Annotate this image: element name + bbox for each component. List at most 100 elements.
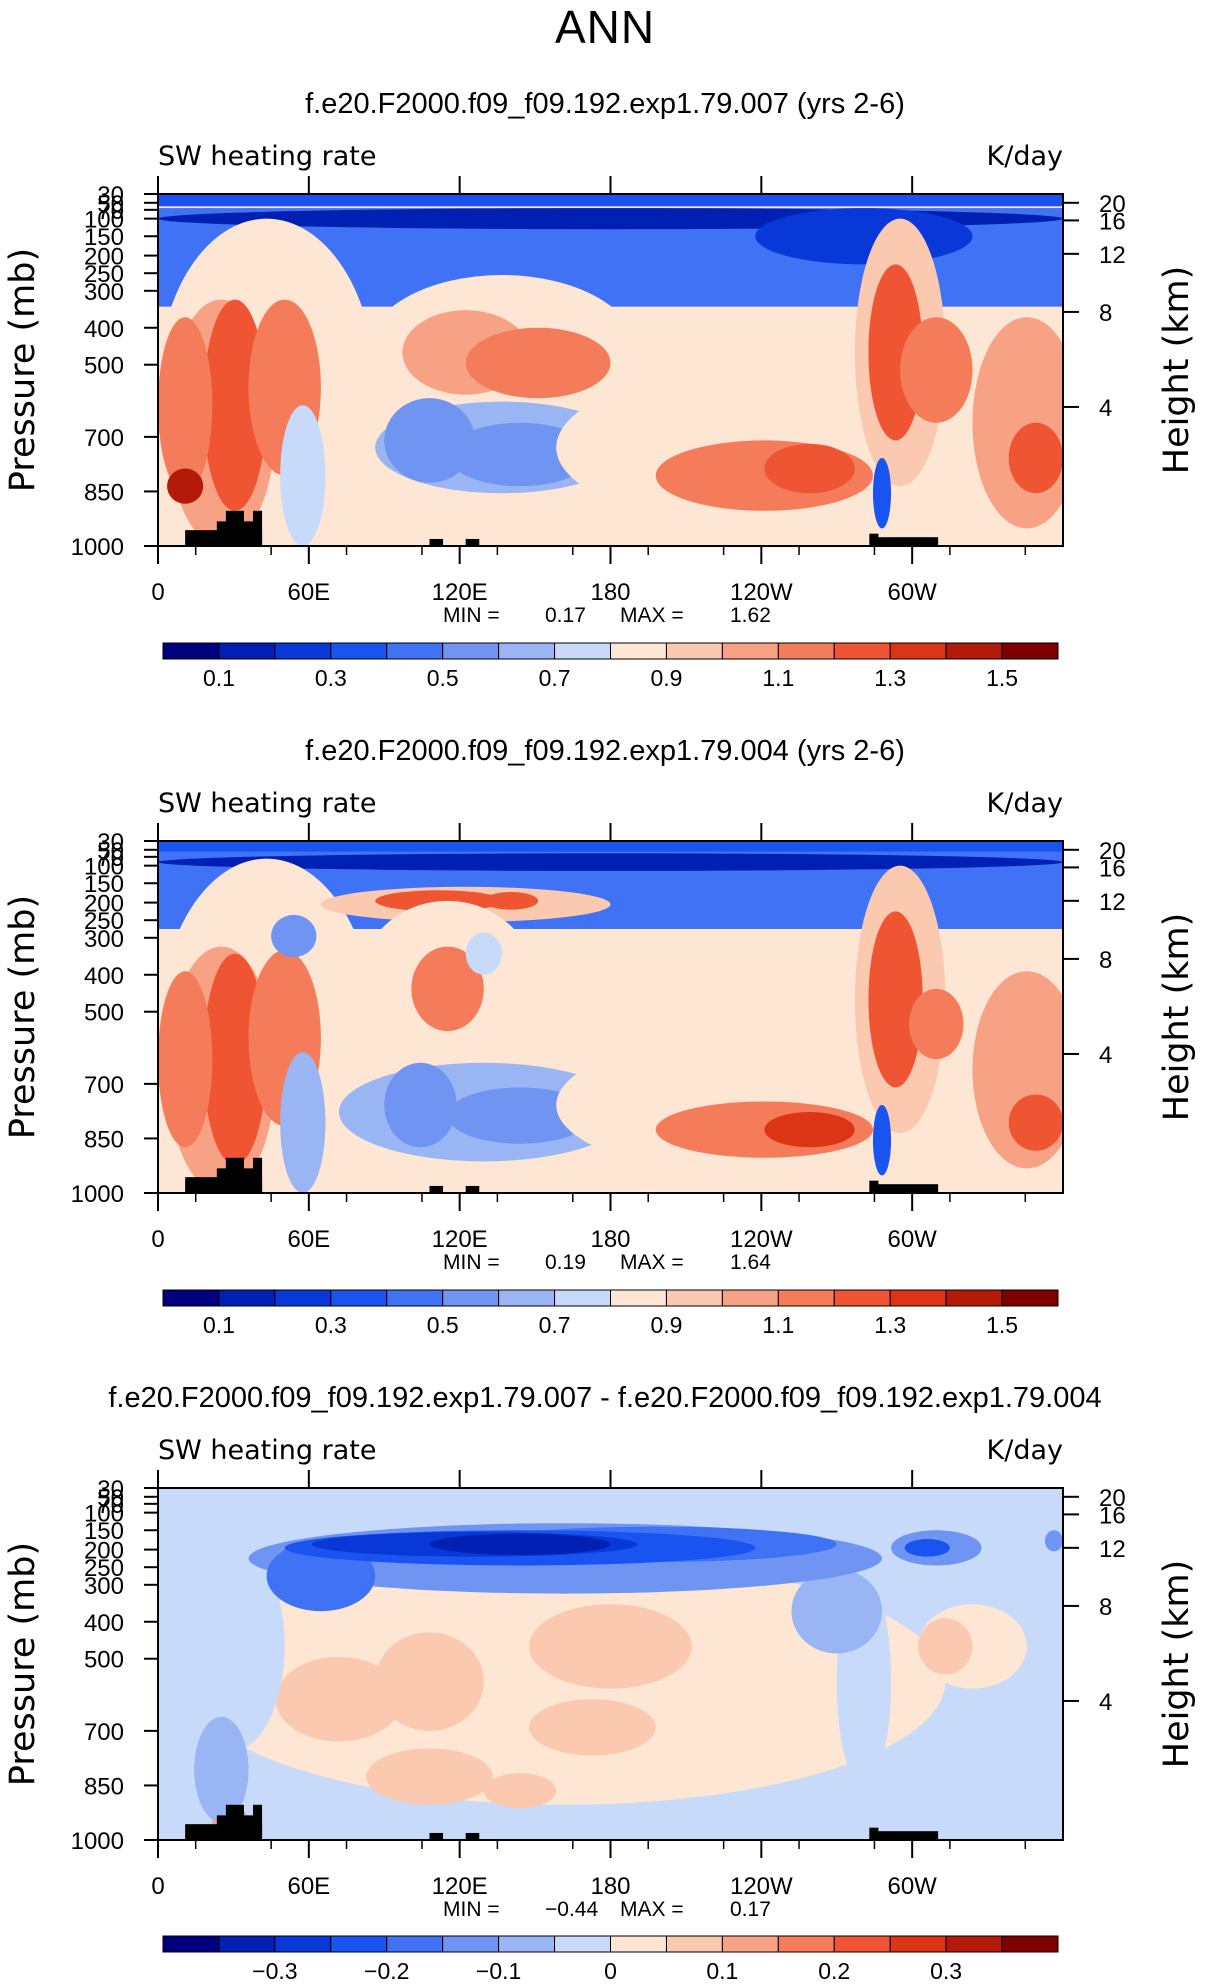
y2-tick-label-8: 8	[1099, 1594, 1112, 1621]
upper-band	[158, 1488, 1063, 1501]
colorbar-label-3: 0.7	[539, 1312, 571, 1338]
y-tick-label-30: 30	[97, 1476, 124, 1503]
contour-region-0	[185, 1558, 946, 1805]
contour-region-19	[429, 1533, 611, 1555]
y-tick-label-200: 200	[84, 1538, 124, 1565]
topography-6	[869, 1827, 879, 1840]
colorbar-swatch-7	[554, 1289, 611, 1307]
contour-region-24	[872, 458, 892, 529]
y-tick-label-150: 150	[84, 224, 124, 251]
y2-axis-label: Height (km)	[1157, 266, 1197, 475]
colorbar: 0.1 0.3 0.5 0.7 0.9 1.1 1.3 1.5	[162, 642, 1059, 691]
colorbar-swatch-13	[889, 1289, 947, 1307]
colorbar-label-0: 0.1	[203, 1312, 235, 1338]
upper-band	[158, 194, 1063, 207]
min-label: MIN =	[443, 1898, 500, 1921]
contour-region-13	[791, 1568, 882, 1654]
y-tick-label-200: 200	[84, 891, 124, 918]
x-tick-label-120E: 120E	[432, 1226, 488, 1253]
topography-5	[465, 1185, 480, 1193]
x-tick-label-120W: 120W	[730, 1226, 793, 1253]
contour-region-16	[447, 1087, 593, 1144]
topography-2	[225, 1804, 244, 1840]
contour-field	[158, 841, 1063, 1193]
contour-region-14	[447, 422, 593, 487]
x-tick-label-60W: 60W	[887, 579, 937, 606]
y2-tick-label-4: 4	[1099, 395, 1112, 422]
y-tick-label-500: 500	[84, 1000, 124, 1027]
contour-region-8	[366, 1748, 493, 1805]
y2-tick-label-4: 4	[1099, 1042, 1112, 1069]
y2-tick-label-20: 20	[1099, 838, 1126, 865]
y-tick-label-850: 850	[84, 1773, 124, 1800]
x-tick-label-120E: 120E	[432, 1873, 488, 1900]
x-tick-label-60E: 60E	[287, 1226, 330, 1253]
y-tick-label-400: 400	[84, 963, 124, 990]
colorbar-swatch-4	[386, 1935, 444, 1953]
chart-units: K/day	[987, 141, 1063, 172]
min-label: MIN =	[443, 604, 500, 627]
colorbar-label-2: 0.5	[427, 1312, 459, 1338]
y-tick-label-150: 150	[84, 871, 124, 898]
y-tick-label-400: 400	[84, 316, 124, 343]
colorbar-swatch-11	[777, 1289, 835, 1307]
colorbar-swatch-14	[945, 1935, 1003, 1953]
chart-title: f.e20.F2000.f09_f09.192.exp1.79.007 (yrs…	[305, 88, 905, 120]
contour-region-4	[529, 1699, 656, 1756]
colorbar-swatch-12	[833, 1935, 891, 1953]
colorbar-swatch-14	[945, 642, 1003, 660]
colorbar-label-6: 1.3	[874, 665, 906, 691]
colorbar-label-5: 1.1	[762, 665, 794, 691]
contour-region-10	[176, 1540, 285, 1752]
x-tick-label-120W: 120W	[730, 1873, 793, 1900]
y-tick-label-500: 500	[84, 353, 124, 380]
colorbar-label-6: 1.3	[874, 1312, 906, 1338]
chart-panel-1: f.e20.F2000.f09_f09.192.exp1.79.007 (yrs…	[3, 88, 1197, 691]
y-tick-label-100: 100	[84, 1501, 124, 1528]
colorbar-swatch-3	[330, 1289, 388, 1307]
contour-region-5	[203, 299, 267, 511]
y2-tick-label-16: 16	[1099, 208, 1126, 235]
contour-region-1	[275, 1656, 403, 1742]
chart-units: K/day	[987, 1435, 1063, 1466]
contour-region-23	[909, 988, 964, 1060]
y-tick-label-150: 150	[84, 1518, 124, 1545]
y-tick-label-30: 30	[97, 182, 124, 209]
y-tick-label-100: 100	[84, 207, 124, 234]
contour-region-23	[1008, 422, 1063, 494]
chart-subtitle-left: SW heating rate	[158, 788, 376, 819]
colorbar-swatch-15	[1001, 1935, 1059, 1953]
topography-6	[869, 1180, 879, 1193]
y-tick-label-850: 850	[84, 479, 124, 506]
y-tick-label-70: 70	[97, 1492, 124, 1519]
contour-field	[158, 194, 1063, 546]
colorbar-swatch-2	[274, 1289, 332, 1307]
colorbar-swatch-3	[330, 642, 388, 660]
x-tick-label-120E: 120E	[432, 579, 488, 606]
colorbar-label-5: 1.1	[762, 1312, 794, 1338]
contour-region-13	[411, 946, 484, 1032]
y-tick-label-1000: 1000	[71, 1181, 124, 1208]
colorbar-label-0: −0.3	[252, 1958, 297, 1984]
contour-region-17	[384, 1062, 457, 1148]
contour-region-21	[904, 1539, 950, 1557]
x-tick-label-180: 180	[590, 1226, 630, 1253]
chart-title: f.e20.F2000.f09_f09.192.exp1.79.007 - f.…	[108, 1382, 1101, 1414]
max-label: MAX =	[620, 1898, 684, 1921]
colorbar-label-4: 0.9	[650, 1312, 682, 1338]
colorbar-swatch-10	[721, 1935, 779, 1953]
colorbar-swatch-4	[386, 1289, 444, 1307]
colorbar-swatch-1	[218, 1289, 276, 1307]
y-tick-label-700: 700	[84, 1072, 124, 1099]
x-tick-label-60E: 60E	[287, 1873, 330, 1900]
colorbar-label-1: 0.3	[315, 1312, 347, 1338]
colorbar-label-0: 0.1	[203, 665, 235, 691]
y-tick-label-700: 700	[84, 1719, 124, 1746]
y-tick-label-1000: 1000	[71, 534, 124, 561]
colorbar-label-2: 0.5	[427, 665, 459, 691]
colorbar-swatch-8	[610, 642, 667, 660]
y-tick-label-50: 50	[97, 191, 124, 218]
colorbar-swatch-6	[498, 1289, 556, 1307]
contour-region-26	[872, 1105, 892, 1176]
